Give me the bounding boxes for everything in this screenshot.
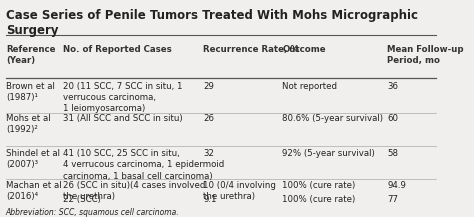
Text: Mean Follow-up
Period, mo: Mean Follow-up Period, mo [387,45,464,65]
Text: 9.1: 9.1 [203,195,217,204]
Text: 92% (5-year survival): 92% (5-year survival) [282,149,375,158]
Text: 32: 32 [203,149,214,158]
Text: 77: 77 [387,195,399,204]
Text: 80.6% (5-year survival): 80.6% (5-year survival) [282,113,383,123]
Text: 10 (0/4 involving
the urethra): 10 (0/4 involving the urethra) [203,181,276,201]
Text: Abbreviation: SCC, squamous cell carcinoma.: Abbreviation: SCC, squamous cell carcino… [6,208,179,217]
Text: Reference
(Year): Reference (Year) [6,45,55,65]
Text: 22 (SCC): 22 (SCC) [63,195,100,204]
Text: 41 (10 SCC, 25 SCC in situ,
4 verrucous carcinoma, 1 epidermoid
carcinoma, 1 bas: 41 (10 SCC, 25 SCC in situ, 4 verrucous … [63,149,224,181]
Text: 20 (11 SCC, 7 SCC in situ, 1
verrucous carcinoma,
1 leiomyosarcoma): 20 (11 SCC, 7 SCC in situ, 1 verrucous c… [63,82,182,113]
Text: Not reported: Not reported [282,82,337,91]
Text: 100% (cure rate): 100% (cure rate) [282,181,356,190]
Text: Brown et al
(1987)¹: Brown et al (1987)¹ [6,82,55,102]
Text: Case Series of Penile Tumors Treated With Mohs Micrographic Surgery: Case Series of Penile Tumors Treated Wit… [6,9,418,37]
Text: 94.9: 94.9 [387,181,406,190]
Text: Recurrence Rate, %: Recurrence Rate, % [203,45,299,54]
Text: 31 (All SCC and SCC in situ): 31 (All SCC and SCC in situ) [63,113,182,123]
Text: Shindel et al
(2007)³: Shindel et al (2007)³ [6,149,60,169]
Text: 26: 26 [203,113,214,123]
Text: 36: 36 [387,82,399,91]
Text: Mohs et al
(1992)²: Mohs et al (1992)² [6,113,50,134]
Text: No. of Reported Cases: No. of Reported Cases [63,45,172,54]
Text: Machan et al
(2016)⁴: Machan et al (2016)⁴ [6,181,62,201]
Text: 60: 60 [387,113,399,123]
Text: 58: 58 [387,149,399,158]
Text: 26 (SCC in situ)(4 cases involved
the urethra): 26 (SCC in situ)(4 cases involved the ur… [63,181,205,201]
Text: 100% (cure rate): 100% (cure rate) [282,195,356,204]
Text: Outcome: Outcome [282,45,326,54]
Text: 29: 29 [203,82,214,91]
